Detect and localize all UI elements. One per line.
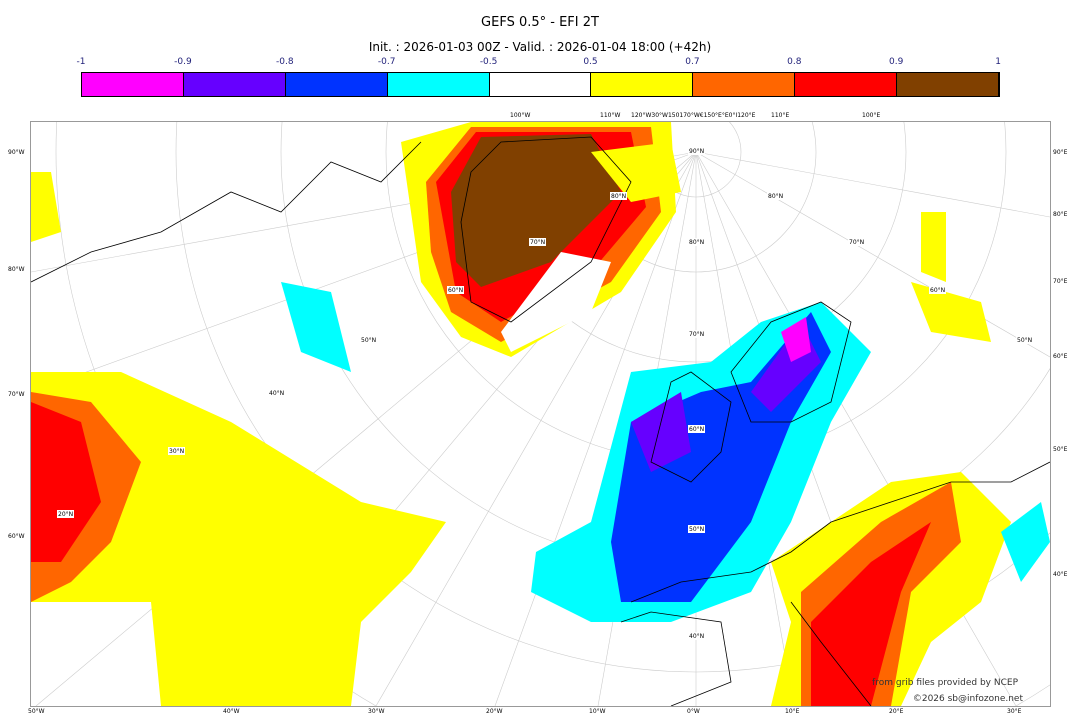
colorbar-tick: -0.8	[276, 57, 294, 67]
axis-label-top: 120°W30°W150170°W€150°E°E0°I120°E	[631, 112, 756, 119]
grid-label: 40°N	[689, 633, 704, 640]
efi-negative-areas	[281, 282, 1050, 622]
grid-label: 30°N	[169, 448, 184, 455]
axis-label-bottom: 50°W	[28, 708, 45, 715]
colorbar-segment	[693, 73, 796, 96]
axis-label-top: 100°W	[510, 112, 531, 119]
grid-label: 20°N	[58, 511, 73, 518]
colorbar-segment	[795, 73, 898, 96]
colorbar-segment	[285, 73, 388, 96]
grid-label: 40°N	[269, 390, 284, 397]
colorbar-segment	[387, 73, 490, 96]
colorbar	[81, 72, 1000, 97]
grid-labels: 90°N 80°N 80°N 80°N 70°N 70°N 70°N 60°N 60°N 60°N…	[57, 147, 1033, 640]
grid-label: 80°N	[689, 239, 704, 246]
colorbar-segment	[591, 73, 694, 96]
colorbar-tick: 0.8	[787, 57, 802, 67]
axis-label-left: 80°W	[8, 266, 25, 273]
colorbar-tick: -0.9	[174, 57, 192, 67]
credit-ncep: from grib files provided by NCEP	[872, 678, 1018, 688]
colorbar-tick: 0.7	[685, 57, 700, 67]
map-title: GEFS 0.5° - EFI 2T	[481, 15, 599, 30]
colorbar-segment	[183, 73, 286, 96]
grid-label: 60°N	[930, 287, 945, 294]
axis-label-top: 110°E	[771, 112, 790, 119]
grid-label: 70°N	[849, 239, 864, 246]
colorbar-tick: 1	[995, 57, 1001, 67]
coastlines	[31, 136, 1050, 706]
axis-label-left: 90°W	[8, 149, 25, 156]
axis-label-right: 80°E	[1053, 211, 1068, 218]
axis-label-right: 70°E	[1053, 278, 1068, 285]
axis-label-right: 60°E	[1053, 353, 1068, 360]
axis-label-bottom: 20°W	[486, 708, 503, 715]
grid-label: 50°N	[689, 526, 704, 533]
grid-label: 50°N	[361, 337, 376, 344]
axis-label-right: 40°E	[1053, 571, 1068, 578]
axis-label-bottom: 20°E	[889, 708, 904, 715]
axis-label-bottom: 30°E	[1007, 708, 1022, 715]
axis-label-right: 90°E	[1053, 149, 1068, 156]
colorbar-segment	[489, 73, 592, 96]
colorbar-segment	[82, 73, 184, 96]
axis-label-left: 70°W	[8, 391, 25, 398]
axis-label-bottom: 10°E	[785, 708, 800, 715]
grid-label: 90°N	[689, 148, 704, 155]
axis-label-bottom: 0°W	[687, 708, 700, 715]
grid-label: 80°N	[768, 193, 783, 200]
colorbar-segment	[897, 73, 1000, 96]
colorbar-tick: 0.5	[583, 57, 598, 67]
colorbar-tick: 0.9	[889, 57, 904, 67]
axis-label-top: 110°W	[600, 112, 621, 119]
axis-label-left: 60°W	[8, 533, 25, 540]
colorbar-tick: -1	[76, 57, 86, 67]
colorbar-tick: -0.7	[377, 57, 396, 67]
efi-map: 90°N 80°N 80°N 80°N 70°N 70°N 70°N 60°N 60°N 60°N…	[30, 121, 1051, 707]
map-subtitle: Init. : 2026-01-03 00Z - Valid. : 2026-0…	[368, 40, 712, 54]
axis-label-bottom: 40°W	[223, 708, 240, 715]
grid-label: 70°N	[530, 239, 545, 246]
colorbar-tick: -0.5	[479, 57, 498, 67]
axis-label-right: 50°E	[1053, 446, 1068, 453]
axis-label-bottom: 10°W	[589, 708, 606, 715]
axis-label-top: 100°E	[862, 112, 881, 119]
efi-positive-areas	[31, 122, 1011, 706]
grid-label: 60°N	[689, 426, 704, 433]
grid-label: 80°N	[611, 193, 626, 200]
credit-copyright: ©2026 sb@infozone.net	[912, 694, 1023, 704]
grid-label: 50°N	[1017, 337, 1032, 344]
grid-label: 70°N	[689, 331, 704, 338]
axis-label-bottom: 30°W	[368, 708, 385, 715]
grid-label: 60°N	[448, 287, 463, 294]
